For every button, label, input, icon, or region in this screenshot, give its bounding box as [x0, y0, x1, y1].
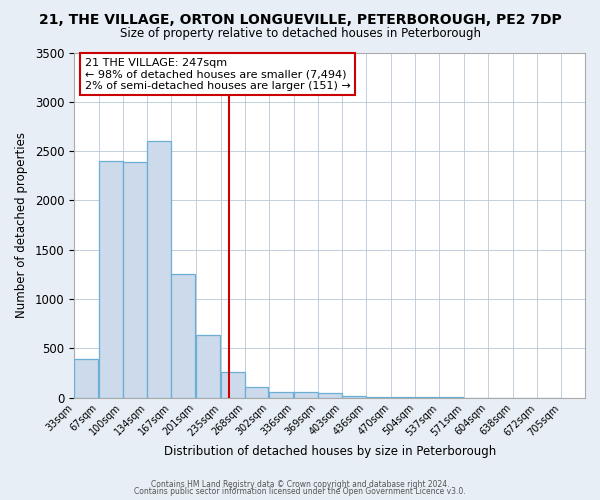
- Bar: [172, 274, 195, 398]
- Bar: [123, 162, 147, 398]
- Bar: [148, 142, 172, 398]
- Bar: [366, 397, 390, 398]
- Bar: [294, 392, 317, 398]
- Text: 21 THE VILLAGE: 247sqm
← 98% of detached houses are smaller (7,494)
2% of semi-d: 21 THE VILLAGE: 247sqm ← 98% of detached…: [85, 58, 350, 91]
- Y-axis label: Number of detached properties: Number of detached properties: [15, 132, 28, 318]
- Bar: [74, 360, 98, 398]
- Bar: [269, 392, 293, 398]
- Bar: [343, 396, 366, 398]
- Text: Size of property relative to detached houses in Peterborough: Size of property relative to detached ho…: [119, 28, 481, 40]
- Bar: [317, 394, 341, 398]
- Bar: [196, 335, 220, 398]
- Bar: [221, 372, 245, 398]
- Text: 21, THE VILLAGE, ORTON LONGUEVILLE, PETERBOROUGH, PE2 7DP: 21, THE VILLAGE, ORTON LONGUEVILLE, PETE…: [38, 12, 562, 26]
- X-axis label: Distribution of detached houses by size in Peterborough: Distribution of detached houses by size …: [164, 444, 496, 458]
- Text: Contains HM Land Registry data © Crown copyright and database right 2024.: Contains HM Land Registry data © Crown c…: [151, 480, 449, 489]
- Bar: [245, 388, 268, 398]
- Bar: [99, 161, 123, 398]
- Text: Contains public sector information licensed under the Open Government Licence v3: Contains public sector information licen…: [134, 487, 466, 496]
